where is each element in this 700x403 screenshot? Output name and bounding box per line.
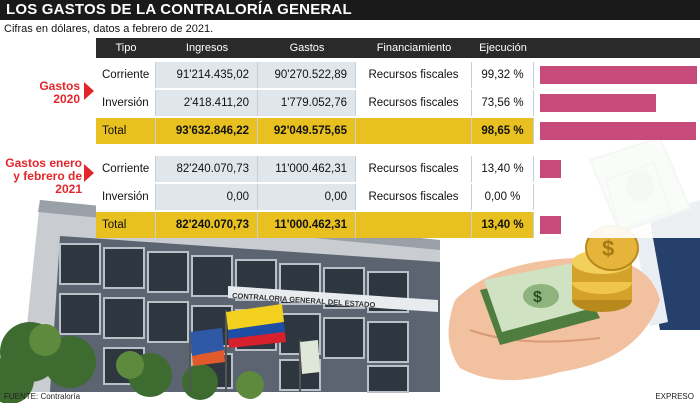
cell-gastos: 92'049.575,65 — [258, 118, 356, 144]
svg-text:$: $ — [533, 289, 542, 306]
group-label-2020: Gastos 2020 — [39, 79, 80, 106]
col-header-ingresos: Ingresos — [185, 42, 229, 54]
cell-financiamiento: Recursos fiscales — [356, 90, 472, 116]
col-header-ejecucion: Ejecución — [479, 42, 527, 54]
cell-financiamiento — [356, 212, 472, 238]
table-row: Inversión 2'418.411,20 1'779.052,76 Recurso… — [96, 90, 700, 116]
cell-tipo: Corriente — [96, 156, 156, 182]
cell-gastos: 11'000.462,31 — [258, 212, 356, 238]
execution-bar — [540, 216, 561, 234]
cell-ejecucion: 13,40 % — [472, 212, 534, 238]
credit-label: EXPRESO — [655, 392, 694, 401]
cell-financiamiento: Recursos fiscales — [356, 184, 472, 210]
cell-ejecucion: 98,65 % — [472, 118, 534, 144]
cell-tipo: Inversión — [96, 184, 156, 210]
subtitle: Cifras en dólares, datos a febrero de 20… — [4, 23, 214, 35]
cell-financiamiento — [356, 118, 472, 144]
table-header: Tipo Ingresos Gastos Financiamiento Ejec… — [96, 38, 700, 58]
cell-ejecucion: 0,00 % — [472, 184, 534, 210]
cell-tipo: Total — [96, 212, 156, 238]
cell-gastos: 1'779.052,76 — [258, 90, 356, 116]
cell-gastos: 0,00 — [258, 184, 356, 210]
cell-ingresos: 2'418.411,20 — [156, 90, 258, 116]
cell-ingresos: 93'632.846,22 — [156, 118, 258, 144]
cell-ingresos: 82'240.070,73 — [156, 212, 258, 238]
source-footer: FUENTE: Contraloría — [4, 392, 81, 401]
cell-tipo: Inversión — [96, 90, 156, 116]
cell-gastos: 90'270.522,89 — [258, 62, 356, 88]
execution-bar — [540, 94, 656, 112]
cell-ejecucion: 99,32 % — [472, 62, 534, 88]
cell-ingresos: 82'240.070,73 — [156, 156, 258, 182]
cell-ejecucion: 73,56 % — [472, 90, 534, 116]
title-bar: LOS GASTOS DE LA CONTRALORÍA GENERAL — [0, 0, 700, 20]
cell-ingresos: 91'214.435,02 — [156, 62, 258, 88]
table-row: Corriente 91'214.435,02 90'270.522,89 Recur… — [96, 62, 700, 88]
cell-ingresos: 0,00 — [156, 184, 258, 210]
arrow-icon — [84, 82, 94, 100]
svg-text:$: $ — [602, 236, 614, 261]
arrow-icon — [84, 164, 94, 182]
col-header-tipo: Tipo — [115, 42, 137, 54]
cell-tipo: Corriente — [96, 62, 156, 88]
cell-tipo: Total — [96, 118, 156, 144]
cell-gastos: 11'000.462,31 — [258, 156, 356, 182]
col-header-gastos: Gastos — [289, 42, 325, 54]
table-row: Inversión 0,00 0,00 Recursos fiscales 0,00 % — [96, 184, 700, 210]
execution-bar — [540, 122, 696, 140]
flags-image — [189, 304, 320, 392]
page-title: LOS GASTOS DE LA CONTRALORÍA GENERAL — [6, 1, 352, 18]
execution-bar — [540, 160, 561, 178]
col-header-financiamiento: Financiamiento — [376, 42, 452, 54]
cell-financiamiento: Recursos fiscales — [356, 62, 472, 88]
cell-ejecucion: 13,40 % — [472, 156, 534, 182]
table-row-total: Total 93'632.846,22 92'049.575,65 98,65 % — [96, 118, 700, 144]
table-row: Corriente 82'240.070,73 11'000.462,31 Recur… — [96, 156, 700, 182]
cell-financiamiento: Recursos fiscales — [356, 156, 472, 182]
group-label-2021: Gastos enero y febrero de 2021 — [5, 156, 82, 196]
execution-bar — [540, 66, 697, 84]
table-row-total: Total 82'240.070,73 11'000.462,31 13,40 % — [96, 212, 700, 238]
